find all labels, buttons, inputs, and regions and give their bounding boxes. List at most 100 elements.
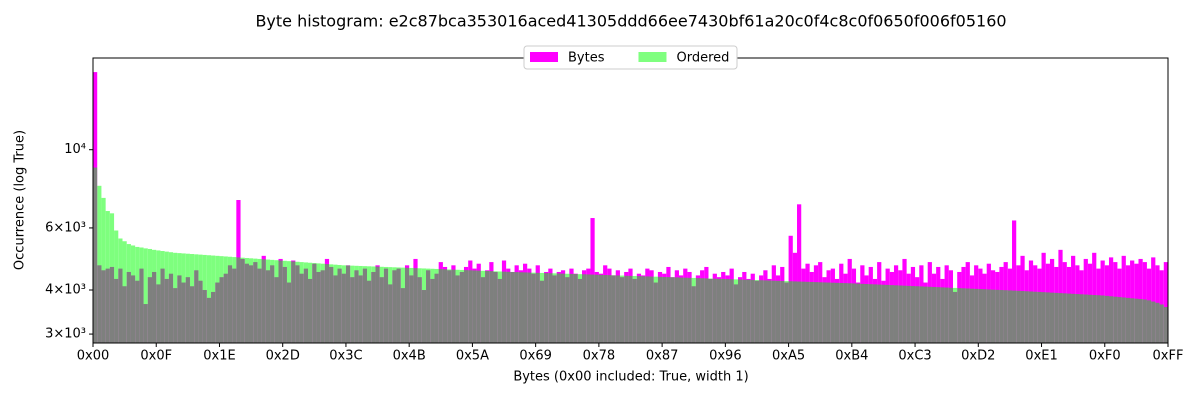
bar: [974, 288, 979, 343]
bar: [476, 270, 481, 343]
bar: [1138, 299, 1143, 343]
bar: [118, 238, 123, 343]
bar: [860, 283, 865, 343]
bar: [480, 270, 486, 343]
bar: [1041, 292, 1046, 343]
bar: [738, 279, 743, 343]
bar: [607, 275, 612, 343]
y-tick-label: 3×10³: [45, 327, 86, 342]
bar: [1066, 293, 1072, 343]
bar: [1071, 293, 1076, 343]
bar: [573, 274, 578, 343]
bar: [341, 265, 346, 343]
bar: [329, 264, 334, 343]
bar: [447, 269, 452, 343]
bar: [641, 276, 646, 343]
bar: [312, 263, 317, 343]
bar: [1117, 297, 1122, 343]
bar: [1159, 304, 1164, 343]
bar: [1007, 290, 1013, 343]
x-tick-label: 0xE1: [1025, 349, 1057, 364]
bar: [282, 260, 287, 343]
bar: [156, 250, 161, 343]
bar: [303, 262, 308, 343]
legend-swatch: [530, 52, 558, 62]
y-tick-label: 6×10³: [45, 220, 86, 235]
bar: [375, 266, 380, 343]
bar: [948, 287, 953, 343]
bar: [961, 288, 966, 343]
bar: [227, 256, 233, 343]
bar: [535, 272, 540, 343]
bar: [910, 286, 916, 343]
bar: [93, 167, 98, 343]
bar: [442, 269, 448, 343]
x-tick-label: 0xB4: [835, 349, 868, 364]
bar: [198, 254, 203, 343]
x-tick-label: 0x5A: [456, 349, 489, 364]
bar: [409, 267, 414, 343]
bar: [421, 268, 427, 343]
legend-label: Bytes: [568, 51, 605, 66]
bar: [556, 273, 561, 343]
bar: [396, 267, 401, 343]
bar: [459, 269, 464, 343]
legend: Bytes Ordered: [523, 45, 738, 70]
bar: [834, 282, 840, 343]
bar: [797, 204, 802, 343]
bar: [451, 269, 456, 343]
bar: [982, 289, 987, 343]
bar: [426, 268, 431, 343]
bar: [211, 255, 216, 343]
bar: [683, 277, 688, 343]
bar: [653, 276, 658, 343]
bar: [847, 283, 852, 343]
x-tick-label: 0xA5: [772, 349, 805, 364]
bar: [733, 279, 738, 343]
bar: [286, 261, 292, 343]
bar: [611, 275, 616, 343]
bar: [594, 274, 599, 343]
bar: [548, 273, 553, 343]
bar: [750, 279, 755, 343]
bar: [160, 251, 165, 343]
bar: [316, 263, 321, 343]
bar: [1003, 290, 1008, 343]
bar: [1142, 299, 1147, 343]
bar: [185, 253, 190, 343]
bar: [518, 272, 523, 343]
bar: [923, 286, 928, 343]
bar: [506, 271, 511, 343]
bar: [1113, 296, 1118, 343]
bar: [624, 275, 629, 343]
bar: [514, 272, 519, 343]
x-tick-label: 0x00: [77, 349, 110, 364]
bar: [598, 274, 604, 343]
bar: [371, 266, 376, 343]
bar: [544, 273, 549, 343]
bar: [927, 286, 932, 343]
bar: [1037, 291, 1042, 343]
bar: [712, 278, 717, 343]
ticks: 0x00 0x0F 0x1E 0x2D 0x3C 0x4B 0x5A 0x69 0x78 0x87…: [45, 142, 1183, 363]
bar: [940, 287, 945, 343]
bar: [995, 289, 1000, 343]
bar: [986, 289, 991, 343]
bar: [257, 258, 262, 343]
bar: [978, 289, 983, 343]
bar: [615, 275, 620, 343]
bar: [324, 264, 330, 343]
bar: [742, 279, 747, 343]
bar: [358, 265, 363, 343]
bar: [388, 267, 393, 343]
bar: [278, 260, 283, 343]
bar: [143, 248, 148, 343]
bar: [345, 265, 351, 343]
bar: [206, 255, 212, 343]
bar: [367, 266, 372, 343]
bar: [1104, 295, 1109, 343]
bar: [253, 258, 258, 343]
bar: [1087, 294, 1093, 343]
bar: [1130, 298, 1135, 343]
bar: [438, 269, 443, 343]
